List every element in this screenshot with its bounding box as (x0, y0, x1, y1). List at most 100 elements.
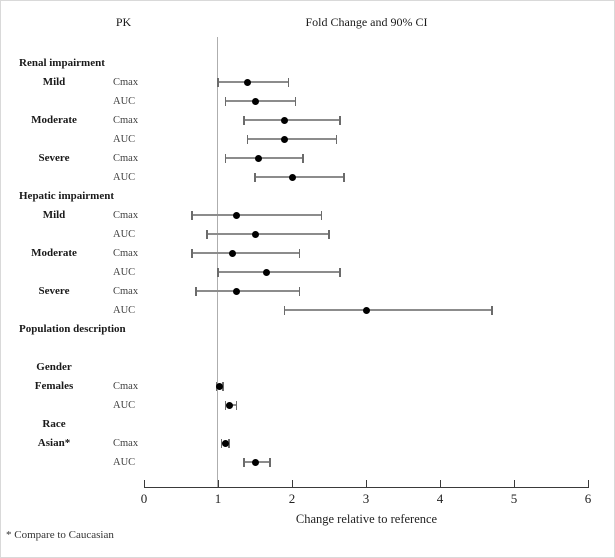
point-estimate (233, 287, 240, 295)
point-estimate (251, 97, 259, 105)
x-axis-tick-label: 1 (214, 491, 222, 506)
spacer-row (1, 339, 614, 358)
ci-cap-right (320, 210, 323, 220)
ci-cap-right (298, 248, 301, 258)
forest-row: Severe Cmax (1, 282, 614, 301)
ci-cap-left (243, 115, 245, 125)
ci-cap-left (220, 438, 223, 448)
ci-line (218, 271, 341, 273)
param-label: Cmax (113, 114, 139, 126)
ci-cap-left (283, 305, 286, 315)
ci-line (195, 290, 300, 292)
section-label: Renal impairment (19, 56, 105, 69)
ci-cap-right (294, 96, 297, 106)
footnote: * Compare to Caucasian (6, 529, 114, 541)
ci-cap-right (222, 381, 224, 391)
ci-line (225, 100, 296, 102)
param-label: AUC (113, 95, 136, 107)
forest-row: Mild Cmax (1, 206, 614, 225)
group-label: Moderate (31, 113, 77, 126)
forest-row: AUC (1, 396, 614, 415)
x-axis-tick (588, 480, 589, 487)
ci-line (243, 119, 341, 121)
forest-row: AUC (1, 301, 614, 320)
ci-cap-left (217, 77, 219, 87)
x-axis-tick (366, 480, 367, 487)
x-axis-line (144, 487, 589, 488)
section-label: Hepatic impairment (19, 189, 115, 202)
ci-cap-right (339, 267, 341, 277)
subgroup-header-row: Gender (1, 358, 614, 377)
ci-cap-right (302, 153, 304, 163)
ci-line (218, 81, 289, 83)
point-estimate (244, 78, 252, 86)
x-axis-tick-label: 5 (510, 491, 518, 506)
group-label: Females (34, 379, 74, 392)
ci-cap-right (491, 305, 493, 315)
section-row: Renal impairment (1, 54, 614, 73)
param-label: Cmax (113, 152, 139, 164)
ci-cap-left (254, 172, 256, 182)
point-estimate (262, 268, 270, 276)
forest-row: Moderate Cmax (1, 111, 614, 130)
subgroup-header-row: Race (1, 415, 614, 434)
group-label: Mild (42, 208, 66, 221)
param-label: AUC (113, 171, 136, 183)
param-label: Cmax (113, 76, 139, 88)
param-label: AUC (113, 456, 136, 468)
x-axis-tick-label: 4 (436, 491, 444, 506)
forest-row: AUC (1, 130, 614, 149)
ci-cap-right (287, 77, 290, 87)
ci-line (206, 233, 329, 235)
ci-cap-left (243, 457, 245, 467)
group-label: Severe (38, 284, 70, 297)
ci-cap-left (191, 210, 193, 220)
point-estimate (233, 211, 240, 219)
ci-cap-left (206, 229, 208, 239)
forest-row: Moderate Cmax (1, 244, 614, 263)
point-estimate (281, 135, 289, 143)
ci-cap-right (228, 438, 230, 448)
ci-cap-right (339, 115, 341, 125)
reference-line (217, 37, 218, 487)
ci-cap-right (328, 229, 330, 239)
point-estimate (255, 154, 263, 162)
point-estimate (215, 382, 223, 390)
ci-line (255, 176, 344, 178)
param-label: AUC (113, 266, 136, 278)
group-label: Severe (38, 151, 70, 164)
x-axis-tick (514, 480, 515, 487)
section-label: Population description (19, 322, 126, 335)
ci-line (284, 309, 492, 311)
point-estimate (225, 401, 233, 409)
ci-cap-right (298, 286, 301, 296)
forest-row: Asian* Cmax (1, 434, 614, 453)
forest-row: Females Cmax (1, 377, 614, 396)
x-axis-tick (218, 480, 219, 487)
param-label: Cmax (113, 380, 139, 392)
ci-cap-left (224, 96, 227, 106)
ci-cap-left (224, 153, 227, 163)
ci-cap-right (343, 172, 345, 182)
point-estimate (251, 230, 259, 238)
point-estimate (251, 458, 259, 466)
group-label: Moderate (31, 246, 77, 259)
point-estimate (221, 439, 229, 447)
x-axis-tick-label: 6 (584, 491, 592, 506)
param-label: AUC (113, 133, 136, 145)
forest-row: Mild Cmax (1, 73, 614, 92)
param-label: AUC (113, 304, 136, 316)
ci-line (225, 157, 304, 159)
point-estimate (288, 173, 296, 181)
ci-line (192, 252, 300, 254)
section-row: Population description (1, 320, 614, 339)
ci-cap-right (269, 457, 271, 467)
x-axis-tick-label: 0 (140, 491, 148, 506)
section-row: Hepatic impairment (1, 187, 614, 206)
point-estimate (362, 306, 370, 314)
x-axis-tick-label: 3 (362, 491, 370, 506)
ci-cap-left (195, 286, 197, 296)
param-label: Cmax (113, 437, 139, 449)
x-axis-tick (144, 480, 145, 487)
subgroup-header-label: Gender (36, 360, 72, 373)
